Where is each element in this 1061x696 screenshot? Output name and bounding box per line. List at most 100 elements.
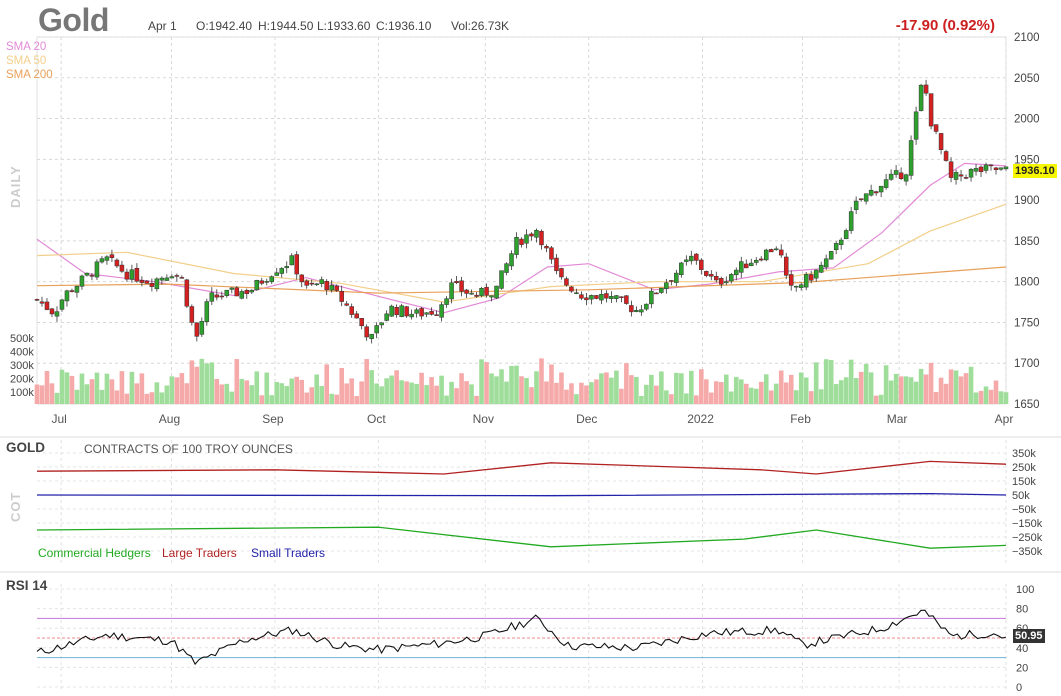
volume-bar xyxy=(723,374,729,404)
candle-body xyxy=(719,278,724,285)
sma20-legend: SMA 20 xyxy=(6,41,47,53)
candle-body xyxy=(374,325,379,334)
candle-body xyxy=(134,267,140,282)
candle-body xyxy=(64,290,70,302)
candle-body xyxy=(429,311,434,315)
volume-bar xyxy=(69,375,75,404)
volume-bar xyxy=(634,376,639,404)
candlesticks xyxy=(34,79,1009,344)
volume-bar xyxy=(599,373,604,404)
volume-bar xyxy=(778,370,784,404)
volume-bar xyxy=(594,379,599,404)
volume-bar xyxy=(199,358,205,404)
close-value: C:1936.10 xyxy=(376,19,432,33)
candle-body xyxy=(54,311,60,317)
volume-bar xyxy=(424,385,429,404)
candle-body xyxy=(848,211,854,231)
candle-body xyxy=(319,279,324,284)
volume-bar xyxy=(629,375,634,404)
candle-body xyxy=(948,161,954,178)
volume-bar xyxy=(64,372,70,404)
candle-body xyxy=(464,289,469,294)
volume-bar xyxy=(998,391,1004,404)
candle-body xyxy=(813,269,819,279)
candle-body xyxy=(174,275,180,277)
candle-body xyxy=(69,290,75,292)
volume-bar xyxy=(219,384,225,404)
candle-body xyxy=(479,287,484,297)
volume-bar xyxy=(34,384,40,404)
candle-body xyxy=(903,174,909,182)
volume-bar xyxy=(214,379,220,404)
candle-body xyxy=(229,287,235,290)
volume-bar xyxy=(464,381,469,404)
candle-body xyxy=(359,318,364,327)
rsi-title: RSI 14 xyxy=(6,578,48,593)
candle-body xyxy=(354,313,359,319)
candle-body xyxy=(953,172,959,180)
volume-bar xyxy=(449,381,454,404)
candle-body xyxy=(744,263,749,269)
volume-bar xyxy=(314,374,320,404)
volume-bar xyxy=(838,380,844,404)
volume-bar xyxy=(913,381,919,404)
candle-body xyxy=(559,268,564,278)
candle-body xyxy=(828,251,834,260)
volume-bar xyxy=(958,376,964,404)
cot-tick-label: −350k xyxy=(1012,546,1043,558)
volume-bar xyxy=(264,372,270,404)
volume-bar xyxy=(654,385,659,404)
candle-body xyxy=(254,280,260,291)
volume-bar xyxy=(49,383,55,404)
volume-bar xyxy=(164,385,170,404)
candle-body xyxy=(519,238,524,245)
volume-bar xyxy=(374,383,379,404)
volume-tick-label: 100k xyxy=(10,387,34,399)
candle-body xyxy=(549,247,554,260)
price-change: -17.90 (0.92%) xyxy=(895,17,995,34)
candle-body xyxy=(149,282,155,287)
candle-body xyxy=(529,233,534,237)
volume-bar xyxy=(893,373,899,404)
volume-bar xyxy=(689,370,694,404)
volume-bar xyxy=(644,384,649,404)
volume-bar xyxy=(399,380,404,404)
candle-body xyxy=(734,269,739,276)
rsi-line-path xyxy=(36,609,1007,666)
candle-body xyxy=(44,301,50,310)
candle-body xyxy=(993,167,999,171)
volume-bar xyxy=(748,387,754,404)
volume-bar xyxy=(124,393,130,404)
volume-bar xyxy=(299,379,305,404)
candle-body xyxy=(439,304,444,318)
price-tick-label: 2050 xyxy=(1014,73,1040,85)
candle-body xyxy=(84,272,90,276)
volume-bar xyxy=(379,386,384,404)
candle-body xyxy=(379,322,384,326)
candle-body xyxy=(629,305,634,313)
candle-body xyxy=(923,84,929,94)
volume-bar xyxy=(44,371,50,404)
cot-series-line xyxy=(36,526,1007,549)
volume-bar xyxy=(883,365,889,404)
volume-bar xyxy=(908,377,914,404)
volume-bar xyxy=(279,383,285,404)
volume-bar xyxy=(434,385,439,404)
candle-body xyxy=(689,255,694,262)
candle-body xyxy=(104,256,110,261)
candle-body xyxy=(684,259,689,262)
volume-bar xyxy=(159,392,165,404)
candle-body xyxy=(234,287,240,297)
volume-bar xyxy=(793,390,799,404)
candle-body xyxy=(39,301,45,304)
candle-body xyxy=(554,257,559,272)
volume-bar xyxy=(109,379,115,404)
candle-body xyxy=(169,276,175,279)
price-tick-label: 1750 xyxy=(1014,317,1040,329)
volume-bar xyxy=(454,388,459,404)
price-tick-label: 1700 xyxy=(1014,358,1040,370)
volume-bar xyxy=(823,359,829,404)
volume-bar xyxy=(144,393,150,404)
volume-bar xyxy=(184,383,190,404)
last-price-tag: 1936.10 xyxy=(1013,164,1057,178)
